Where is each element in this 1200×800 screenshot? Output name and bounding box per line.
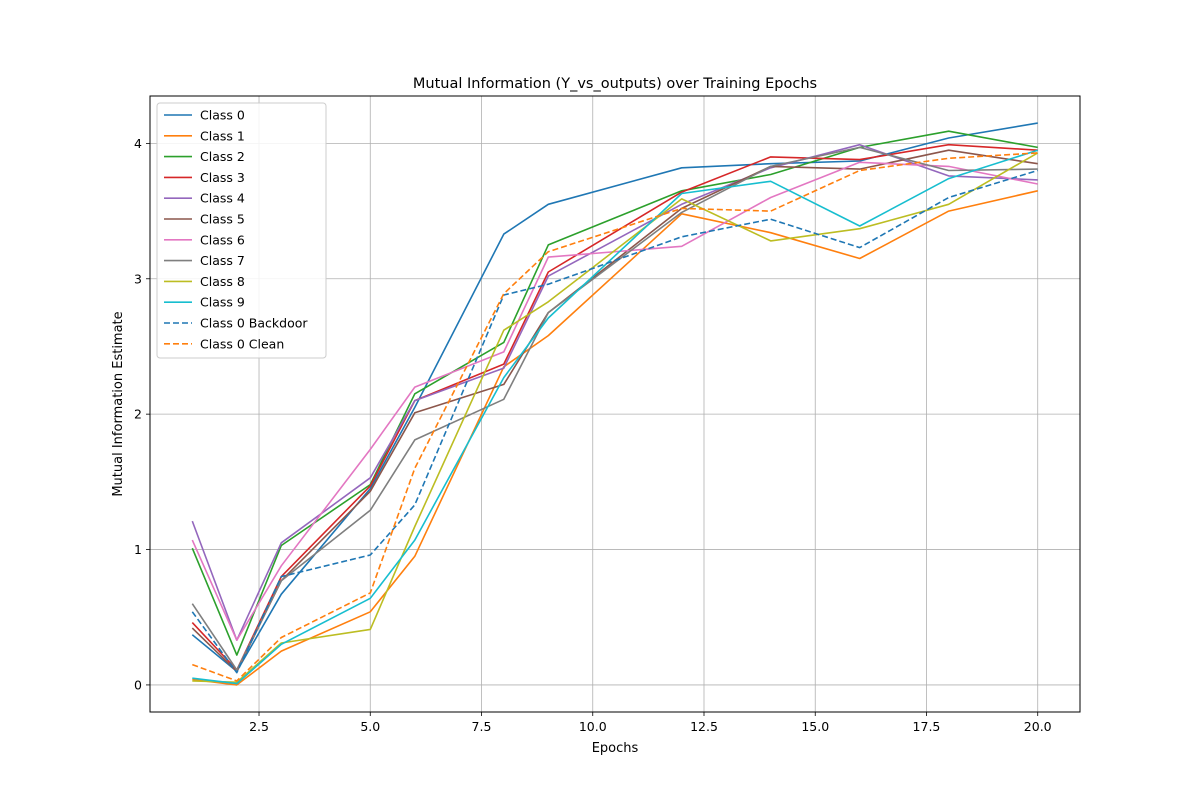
legend: Class 0 Class 1 Class 2 Class 3 Class 4 Class… [156, 102, 327, 359]
series-line-class-4 [191, 143, 1038, 642]
x-axis-label: Epochs [592, 741, 639, 756]
y-tick-label: 4 [134, 136, 142, 151]
legend-label: Class 0 Clean [200, 336, 284, 351]
series-line-class-0-backdoor [191, 169, 1038, 674]
x-tick-label: 15.0 [801, 719, 829, 734]
series-line-class-2 [191, 130, 1038, 656]
x-tick-label: 7.5 [472, 719, 492, 734]
x-tick-label: 5.0 [360, 719, 380, 734]
x-tick-label: 20.0 [1024, 719, 1052, 734]
chart-title: Mutual Information (Y_vs_outputs) over T… [413, 76, 817, 92]
series-line-class-9 [192, 149, 1038, 685]
legend-label: Class 8 [200, 274, 245, 289]
y-tick-label: 1 [134, 542, 142, 557]
legend-label: Class 4 [200, 191, 245, 206]
x-tick-label: 17.5 [913, 719, 941, 734]
plot-frame [149, 95, 1081, 713]
legend-label: Class 0 [200, 108, 245, 123]
legend-label: Class 6 [200, 232, 245, 247]
legend-label: Class 0 Backdoor [200, 316, 308, 331]
y-tick-label: 2 [134, 407, 142, 422]
y-tick-label: 0 [134, 677, 142, 692]
legend-label: Class 1 [200, 128, 245, 143]
series-line-class-7 [191, 146, 1038, 671]
x-tick-label: 12.5 [690, 719, 718, 734]
grid [150, 96, 1080, 712]
legend-box [156, 102, 327, 359]
legend-label: Class 3 [200, 170, 245, 185]
series-line-class-0-clean [192, 152, 1038, 682]
y-axis-label: Mutual Information Estimate [111, 311, 126, 496]
legend-label: Class 2 [200, 149, 245, 164]
series-line-class-8 [192, 152, 1039, 684]
legend-label: Class 7 [200, 253, 245, 268]
legend-label: Class 9 [200, 295, 245, 310]
series-lines [191, 122, 1039, 686]
x-tick-label: 10.0 [579, 719, 607, 734]
axis-ticks: 2.5 5.0 7.5 10.0 12.5 15.0 17.5 20.0 0 1 2 3 4 [134, 136, 1052, 734]
series-line-class-1 [192, 190, 1038, 686]
legend-label: Class 5 [200, 212, 245, 227]
series-line-class-6 [191, 161, 1038, 642]
y-tick-label: 3 [134, 271, 142, 286]
x-tick-label: 2.5 [249, 719, 269, 734]
